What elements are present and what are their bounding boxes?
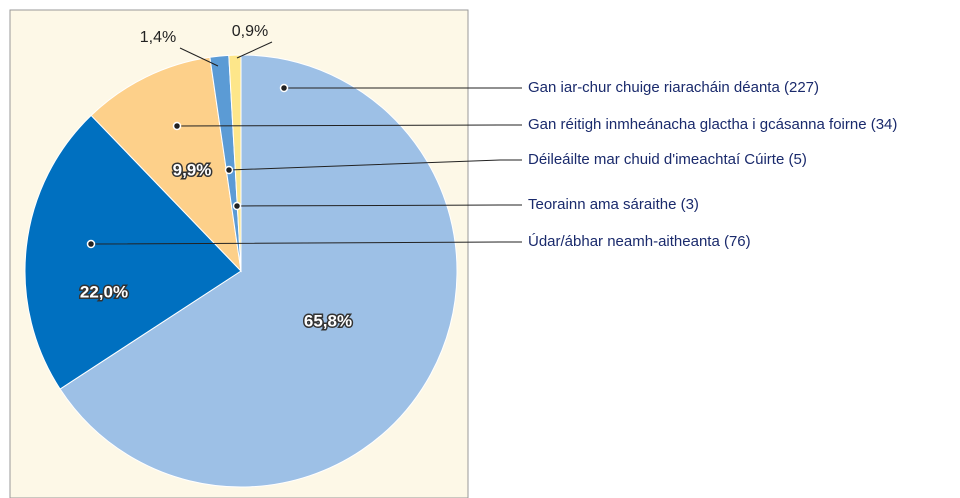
leader-dot — [279, 83, 289, 93]
legend-label: Déileáilte mar chuid d'imeachtaí Cúirte … — [528, 151, 807, 168]
legend-label: Údar/ábhar neamh-aitheanta (76) — [528, 233, 751, 250]
leader-line — [236, 204, 522, 207]
legend-label: Gan iar-chur chuige riaracháin déanta (2… — [528, 79, 819, 96]
pie-slice — [228, 54, 242, 272]
value-label: 0,9% — [232, 23, 268, 40]
legend-label: Gan réitigh inmheánacha glactha i gcásan… — [528, 116, 897, 133]
leader-dot — [86, 239, 96, 249]
pie-slice — [59, 54, 458, 488]
leader-dot — [232, 201, 242, 211]
pie-slice — [24, 114, 242, 390]
label-leader — [236, 41, 273, 59]
leader-line — [228, 159, 522, 171]
label-leader — [179, 47, 219, 67]
leader-line — [90, 241, 522, 245]
leader-line — [176, 124, 522, 127]
leader-dot — [172, 121, 182, 131]
value-label: 9,9% — [173, 160, 212, 179]
legend-label: Teorainn ama sáraithe (3) — [528, 196, 699, 213]
value-label: 65,8% — [304, 311, 352, 330]
leader-dot — [224, 165, 234, 175]
value-label: 22,0% — [80, 282, 128, 301]
pie-slice — [90, 56, 242, 273]
value-label: 1,4% — [140, 29, 176, 46]
